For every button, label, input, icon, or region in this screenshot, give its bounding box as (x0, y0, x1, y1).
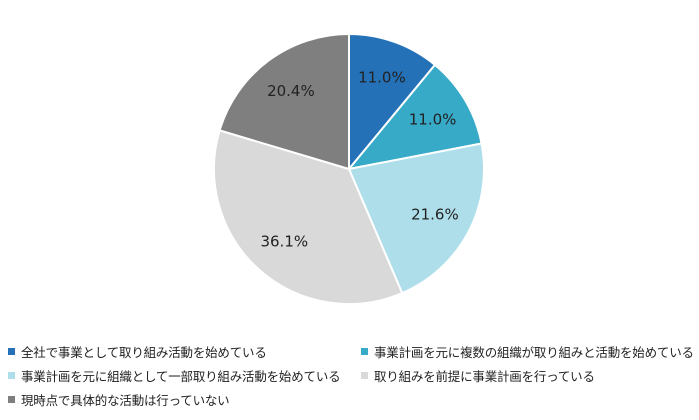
legend-label-1: 全社で事業として取り組み活動を始めている (21, 344, 267, 360)
pie-data-label-2: 11.0% (409, 110, 457, 128)
pie-slice-4 (213, 129, 404, 305)
pie-data-label-5: 20.4% (267, 82, 315, 100)
legend-item-2: 事業計画を元に複数の組織が取り組みと活動を始めている (361, 340, 694, 362)
legend-item-4: 取り組みを前提に事業計画を行っている (361, 364, 595, 386)
legend-label-3: 事業計画を元に組織として一部取り組み活動を始めている (21, 368, 341, 384)
pie-slice-3 (348, 142, 485, 295)
pie-data-label-3: 21.6% (411, 206, 459, 224)
pie-slice-2 (348, 63, 483, 170)
pie-slices (213, 33, 485, 305)
pie-data-label-4: 36.1% (260, 233, 308, 251)
legend-swatch-3 (8, 371, 15, 379)
legend-item-5: 現時点で具体的な活動は行っていない (8, 388, 230, 410)
legend-swatch-5 (8, 395, 15, 403)
legend-swatch-2 (361, 347, 368, 355)
legend-item-1: 全社で事業として取り組み活動を始めている (8, 340, 267, 362)
legend-label-5: 現時点で具体的な活動は行っていない (21, 392, 230, 408)
legend-item-3: 事業計画を元に組織として一部取り組み活動を始めている (8, 364, 341, 386)
pie-data-label-1: 11.0% (358, 69, 406, 87)
legend-label-2: 事業計画を元に複数の組織が取り組みと活動を始めている (374, 344, 694, 360)
pie-data-labels: 11.0% 11.0% 21.6% 36.1% 20.4% (260, 69, 458, 251)
legend-swatch-1 (8, 347, 15, 355)
pie-slice-1 (348, 33, 436, 170)
legend-label-4: 取り組みを前提に事業計画を行っている (374, 368, 595, 384)
pie-slice-5 (218, 33, 350, 170)
legend-swatch-4 (361, 371, 368, 379)
